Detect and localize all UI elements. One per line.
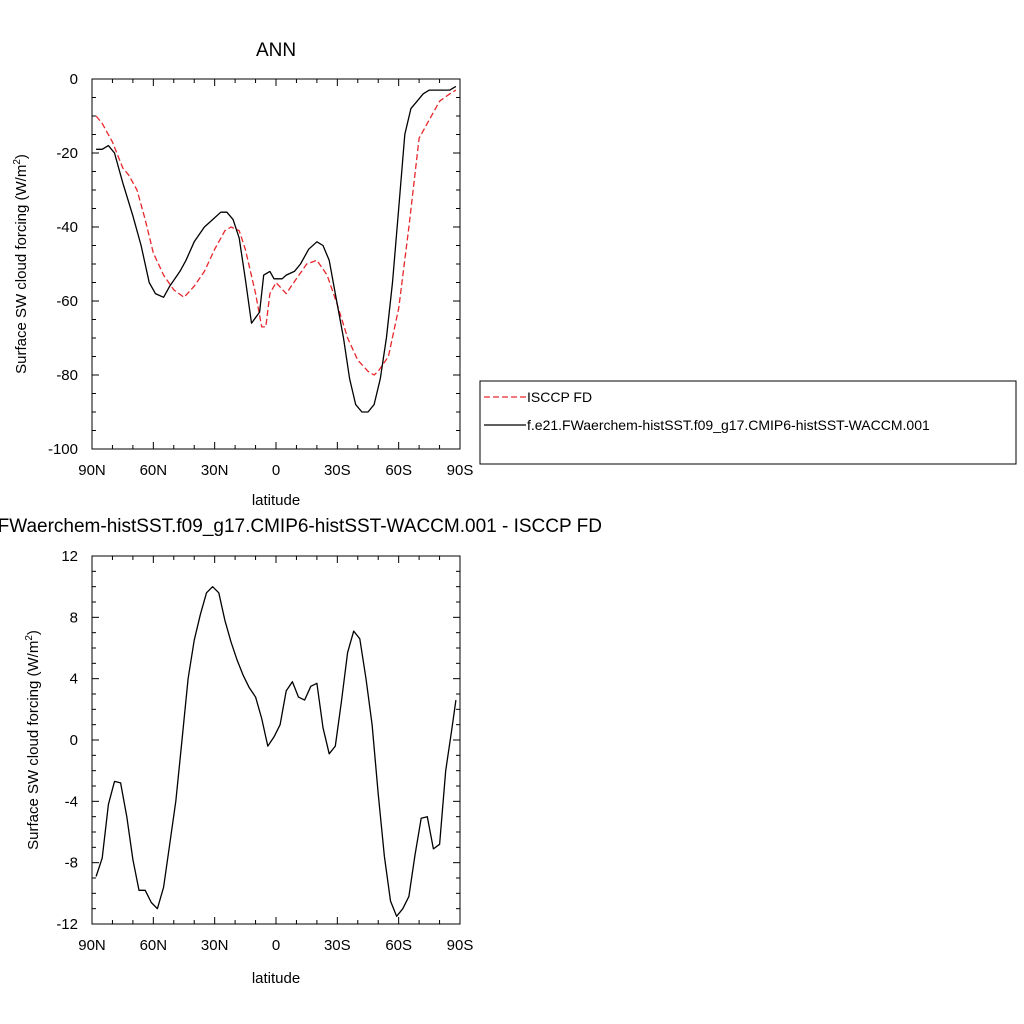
y-tick-label: 0 <box>70 732 78 749</box>
y-tick-label: -40 <box>56 219 78 236</box>
difference-chart-title: f.e21.FWaerchem-histSST.f09_g17.CMIP6-hi… <box>0 516 602 537</box>
series-line-model <box>96 85 457 413</box>
x-tick-label: 0 <box>272 462 280 479</box>
legend-label-model: f.e21.FWaerchem-histSST.f09_g17.CMIP6-hi… <box>527 417 930 433</box>
y-tick-label: -100 <box>48 441 78 458</box>
x-tick-label: 60N <box>140 462 168 479</box>
y-tick-label: 4 <box>70 671 78 688</box>
series-line-model <box>95 586 457 917</box>
y-axis-label: Surface SW cloud forcing (W/m2) <box>12 154 30 374</box>
y-tick-label: -60 <box>56 293 78 310</box>
legend-label-isccp: ISCCP FD <box>527 389 592 405</box>
y-tick-label: 0 <box>70 71 78 88</box>
y-tick-label: -4 <box>65 793 78 810</box>
y-axis-label-2: Surface SW cloud forcing (W/m2) <box>24 630 42 850</box>
x-tick-label: 30N <box>201 937 229 954</box>
top-chart-ticks: 90N 60N 30N 0 30S 60S 90S 0 -20 -40 -60 -80 -100 <box>48 71 473 479</box>
x-axis-label-2: latitude <box>252 970 300 987</box>
chart-title: ANN <box>256 40 296 61</box>
top-chart-frame <box>91 78 461 450</box>
x-tick-label: 30S <box>324 462 351 479</box>
y-tick-label: -20 <box>56 145 78 162</box>
legend: ISCCP FD f.e21.FWaerchem-histSST.f09_g17… <box>479 380 1017 465</box>
top-chart-series <box>95 85 457 413</box>
bottom-chart: f.e21.FWaerchem-histSST.f09_g17.CMIP6-hi… <box>0 516 602 987</box>
y-tick-label: -80 <box>56 367 78 384</box>
x-tick-label: 90N <box>78 937 106 954</box>
bottom-chart-ticks: 90N 60N 30N 0 30S 60S 90S 12 8 4 0 -4 -8 -12 <box>56 548 473 954</box>
y-tick-label: -8 <box>65 855 78 872</box>
bottom-chart-series <box>95 586 457 917</box>
y-tick-label: -12 <box>56 916 78 933</box>
x-tick-label: 30N <box>201 462 229 479</box>
x-tick-label: 60N <box>140 937 168 954</box>
top-chart: ANN 90N 60N 30N 0 30S 60S 90S 0 -20 -40 -60 -80 -100… <box>12 40 1017 509</box>
x-tick-label: 30S <box>324 937 351 954</box>
y-tick-label: 8 <box>70 609 78 626</box>
series-line-isccp <box>95 89 457 376</box>
legend-box <box>479 380 1017 465</box>
x-tick-label: 90N <box>78 462 106 479</box>
x-tick-label: 60S <box>385 937 412 954</box>
x-tick-label: 60S <box>385 462 412 479</box>
y-tick-label: 12 <box>61 548 78 565</box>
bottom-chart-frame <box>91 555 461 925</box>
x-axis-label: latitude <box>252 492 300 509</box>
x-tick-label: 90S <box>447 937 474 954</box>
x-tick-label: 0 <box>272 937 280 954</box>
x-tick-label: 90S <box>447 462 474 479</box>
